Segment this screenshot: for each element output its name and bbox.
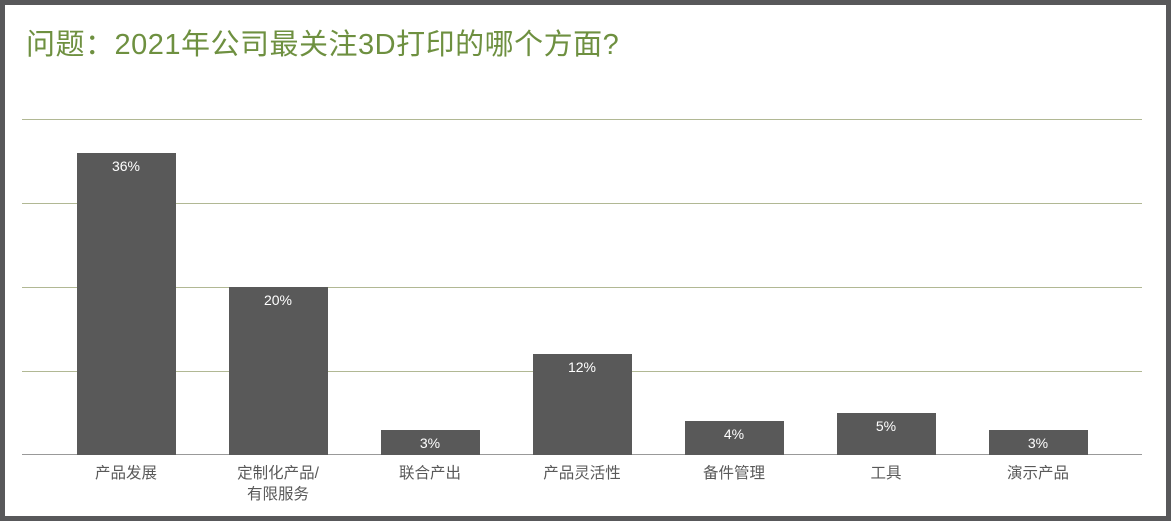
bar-value-label: 12%	[567, 359, 597, 376]
gridline-30	[22, 203, 1142, 204]
bar-column: 3%	[354, 119, 506, 455]
gridline-20	[22, 287, 1142, 288]
bar-column: 4%	[658, 119, 810, 455]
gridline-40	[22, 119, 1142, 120]
bars-row: 36% 20% 3% 12% 4% 5% 3%	[50, 119, 1114, 455]
bar-column: 12%	[506, 119, 658, 455]
bar-value-label: 3%	[1027, 434, 1049, 451]
bar-value-label: 3%	[419, 434, 441, 451]
chart-title: 问题：2021年公司最关注3D打印的哪个方面?	[26, 29, 620, 61]
category-label: 工具	[870, 465, 902, 482]
x-axis-labels: 产品发展 定制化产品/ 有限服务 联合产出 产品灵活性 备件管理 工具 演示产品	[50, 464, 1114, 506]
chart-plot-area: 36% 20% 3% 12% 4% 5% 3%	[22, 119, 1142, 455]
category-label: 演示产品	[1006, 465, 1069, 482]
bar-column: 5%	[810, 119, 962, 455]
chart-bar: 20%	[228, 287, 328, 455]
chart-bar: 3%	[380, 429, 480, 455]
category-label: 定制化产品/ 有限服务	[237, 465, 319, 503]
category-label: 备件管理	[702, 465, 765, 482]
bar-column: 3%	[962, 119, 1114, 455]
category-label: 产品灵活性	[543, 465, 621, 482]
category-label: 产品发展	[94, 465, 157, 482]
chart-bar: 3%	[988, 429, 1088, 455]
chart-bar: 5%	[836, 413, 936, 455]
bar-value-label: 4%	[723, 426, 745, 443]
bar-column: 36%	[50, 119, 202, 455]
bar-column: 20%	[202, 119, 354, 455]
chart-bar: 4%	[684, 421, 784, 455]
chart-bar: 12%	[532, 354, 632, 455]
chart-bar: 36%	[76, 152, 176, 455]
bar-value-label: 5%	[875, 418, 897, 434]
bar-value-label: 20%	[263, 292, 293, 308]
category-label: 联合产出	[398, 465, 461, 482]
bar-value-label: 36%	[111, 157, 141, 174]
